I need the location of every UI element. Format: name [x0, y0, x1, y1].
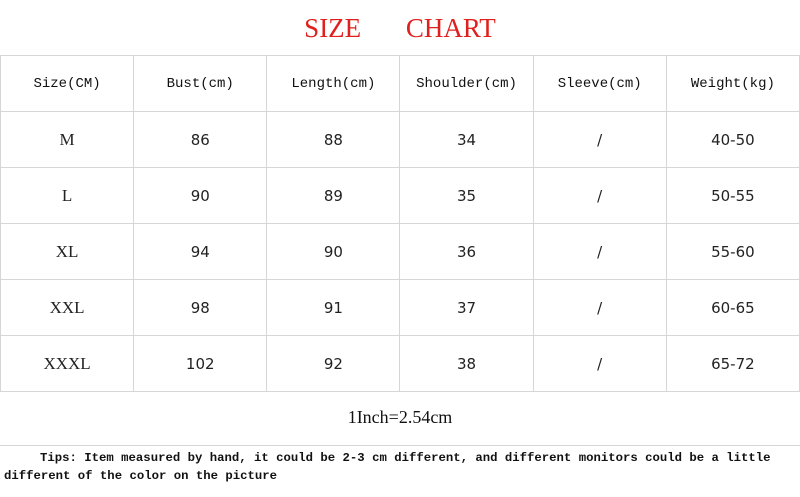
conversion-note: 1Inch=2.54cm — [0, 389, 800, 446]
cell: 65-72 — [665, 335, 800, 392]
cell: 88 — [266, 111, 401, 168]
cell: 55-60 — [665, 223, 800, 280]
cell: / — [532, 111, 667, 168]
cell: 38 — [399, 335, 534, 392]
column-header: Sleeve(cm) — [532, 55, 667, 112]
cell: 34 — [399, 111, 534, 168]
column-header: Size(CM) — [0, 55, 135, 112]
cell: 91 — [266, 279, 401, 336]
cell: 90 — [266, 223, 401, 280]
table-row: XL 94 90 36/55-60 — [0, 223, 800, 280]
table-row: M 86 88 34/40-50 — [0, 111, 800, 168]
cell: 60-65 — [665, 279, 800, 336]
table-body: M 86 88 34/40-50 L 90 89 35/50-55 XL 94 90 36/55-60… — [0, 111, 800, 392]
column-header: Bust(cm) — [133, 55, 268, 112]
table-row: XXXL 102 92 38/65-72 — [0, 335, 800, 392]
cell: 90 — [133, 167, 268, 224]
cell: 98 — [133, 279, 268, 336]
cell: / — [532, 167, 667, 224]
size-cell: XL — [0, 223, 135, 280]
cell: 50-55 — [665, 167, 800, 224]
table-row: XXL 98 91 37/60-65 — [0, 279, 800, 336]
title: SIZE CHART — [304, 13, 496, 43]
column-header: Weight(kg) — [665, 55, 800, 112]
cell: 94 — [133, 223, 268, 280]
table-row: L 90 89 35/50-55 — [0, 167, 800, 224]
size-cell: XXL — [0, 279, 135, 336]
cell: 102 — [133, 335, 268, 392]
cell: / — [532, 279, 667, 336]
header-row: Size(CM) Bust(cm) Length(cm) Shoulder(cm) Sl… — [0, 55, 800, 112]
cell: 89 — [266, 167, 401, 224]
cell: 35 — [399, 167, 534, 224]
cell: / — [532, 335, 667, 392]
cell: 92 — [266, 335, 401, 392]
column-header: Length(cm) — [266, 55, 401, 112]
size-cell: L — [0, 167, 135, 224]
size-table: Size(CM) Bust(cm) Length(cm) Shoulder(cm) Sl… — [0, 55, 800, 392]
column-header: Shoulder(cm) — [399, 55, 534, 112]
cell: 37 — [399, 279, 534, 336]
cell: 40-50 — [665, 111, 800, 168]
cell: 36 — [399, 223, 534, 280]
tips: Tips: Item measured by hand, it could be… — [4, 451, 771, 483]
cell: / — [532, 223, 667, 280]
size-cell: XXXL — [0, 335, 135, 392]
size-cell: M — [0, 111, 135, 168]
cell: 86 — [133, 111, 268, 168]
